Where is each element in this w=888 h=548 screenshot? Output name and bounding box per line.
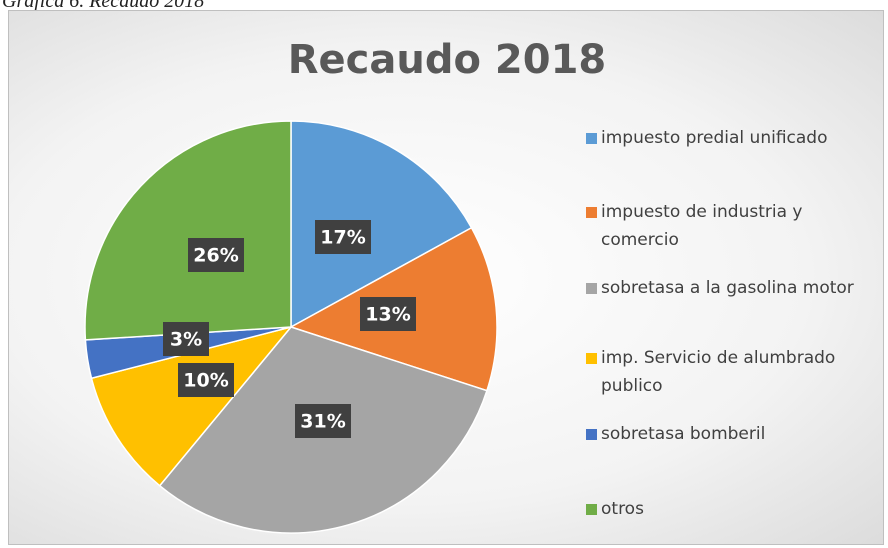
- data-label-box: [163, 322, 209, 356]
- legend-swatch: [586, 283, 597, 294]
- data-label: 31%: [300, 411, 345, 433]
- legend-label: sobretasa a la gasolina motor: [601, 278, 854, 298]
- pie-slice: [84, 120, 292, 341]
- data-label: 10%: [183, 370, 228, 392]
- legend-label: otros: [601, 499, 644, 519]
- data-label-box: [315, 220, 371, 254]
- data-label: 3%: [170, 329, 202, 351]
- data-label: 13%: [365, 304, 410, 326]
- data-label: 17%: [320, 227, 365, 249]
- legend-swatch: [586, 429, 597, 440]
- legend-swatch: [586, 207, 597, 218]
- caption: Gráfica 6. Recaudo 2018: [2, 0, 205, 12]
- data-label-box: [178, 363, 234, 397]
- legend-label: sobretasa bomberil: [601, 424, 766, 444]
- legend-swatch: [586, 133, 597, 144]
- legend-label: impuesto predial unificado: [601, 128, 828, 148]
- legend-swatch: [586, 353, 597, 364]
- data-label-box: [360, 297, 416, 331]
- pie-slice: [90, 325, 294, 487]
- data-label-box: [295, 404, 351, 438]
- data-label-box: [188, 238, 244, 272]
- legend-swatch: [586, 504, 597, 515]
- legend-label: imp. Servicio de alumbrado publico: [601, 348, 836, 396]
- pie-slice: [290, 120, 473, 329]
- data-label: 26%: [193, 245, 238, 267]
- chart-title: Recaudo 2018: [288, 37, 606, 83]
- legend-label: impuesto de industria y comercio: [601, 202, 803, 250]
